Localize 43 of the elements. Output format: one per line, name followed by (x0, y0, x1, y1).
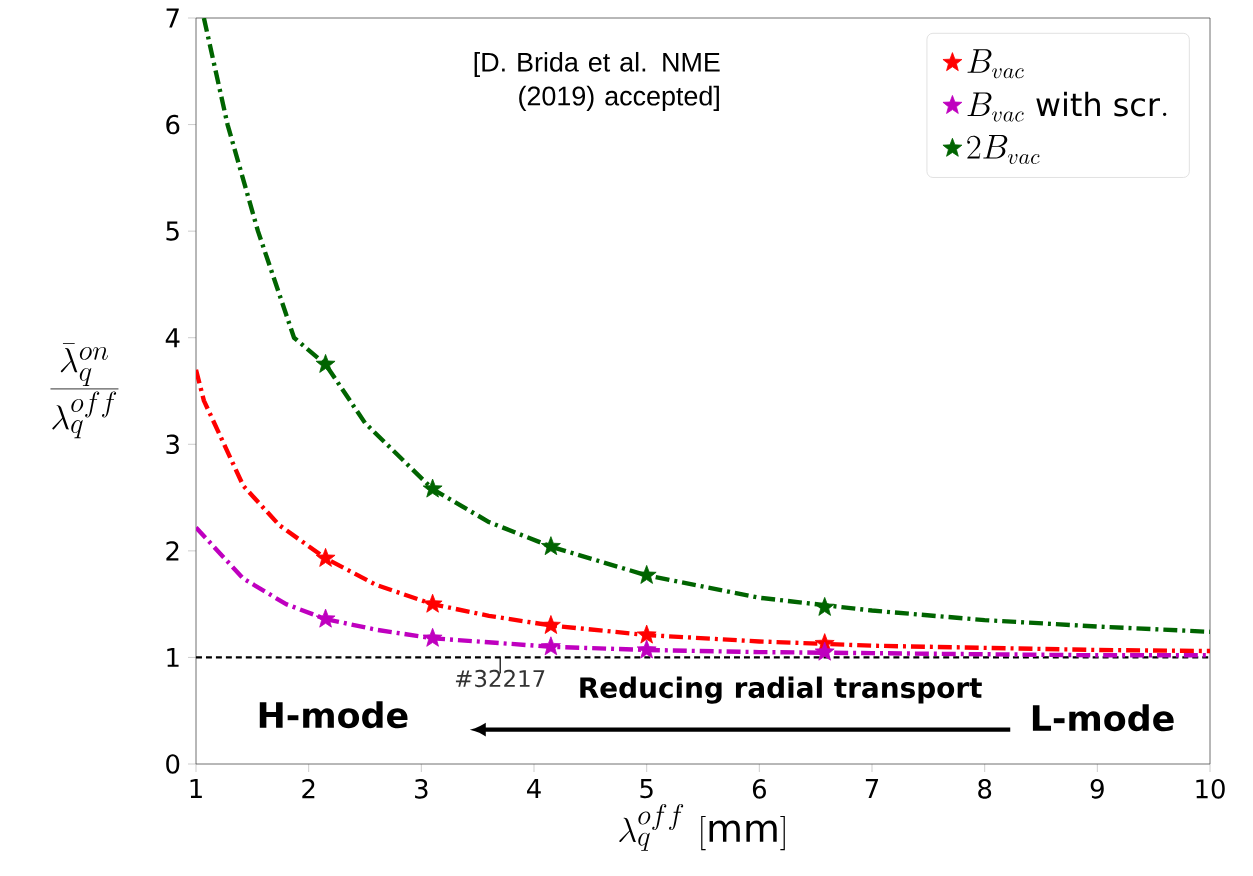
x-tick-label: 3 (415, 779, 428, 799)
x-tick-label: 5 (640, 779, 653, 799)
legend-label: $2B_{vac}$ (967, 134, 1040, 164)
x-tick-label: 6 (752, 779, 766, 799)
x-tick-label: 2 (302, 779, 315, 799)
x-axis-title: $\lambda_q^{off}\ [\mathrm{mm}]$ (619, 804, 785, 851)
point (541, 615, 561, 634)
annotation: Reducing radial transport (580, 676, 982, 704)
point (422, 478, 443, 498)
point (814, 641, 835, 661)
x-tick-label: 7 (865, 779, 879, 798)
y-tick-label: 6 (166, 114, 180, 135)
point (315, 547, 336, 567)
y-tick-label: 1 (167, 647, 179, 667)
x-tick-label: 1 (190, 779, 202, 798)
point (541, 536, 561, 556)
point (636, 639, 657, 659)
annotation: [D. Brida et al. NME (2019) accepted] (474, 51, 720, 111)
line-series (201, 18, 1211, 635)
point (422, 627, 443, 647)
y-tick-label: 2 (166, 541, 179, 561)
y-tick-label: 7 (166, 8, 179, 28)
point (541, 636, 561, 656)
x-tick-label: 4 (527, 779, 541, 798)
point (422, 593, 443, 613)
x-tick-label: 9 (1090, 779, 1104, 799)
y-tick-label: 5 (166, 221, 179, 241)
annotation: H-mode (259, 701, 408, 729)
point (315, 353, 336, 373)
point (636, 624, 657, 644)
y-tick-label: 4 (165, 328, 180, 348)
point (814, 596, 835, 616)
x-tick-label: 8 (978, 779, 992, 799)
annotation: #32217 (455, 669, 545, 688)
legend-label: $B_{vac}\ \mathrm{with\ scr.}$ (967, 91, 1167, 122)
line-series (196, 367, 1211, 654)
y-axis-title: $\frac{\bar{\lambda}_q^{on}}{\lambda_q^{off}}$ (50, 343, 119, 439)
y-tick-label: 0 (166, 754, 180, 774)
point (315, 608, 336, 628)
legend-label: $B_{vac}$ (967, 49, 1024, 79)
x-tick-label: 10 (1196, 779, 1225, 799)
annotation: L-mode (1032, 704, 1174, 732)
y-tick-label: 3 (166, 434, 179, 455)
